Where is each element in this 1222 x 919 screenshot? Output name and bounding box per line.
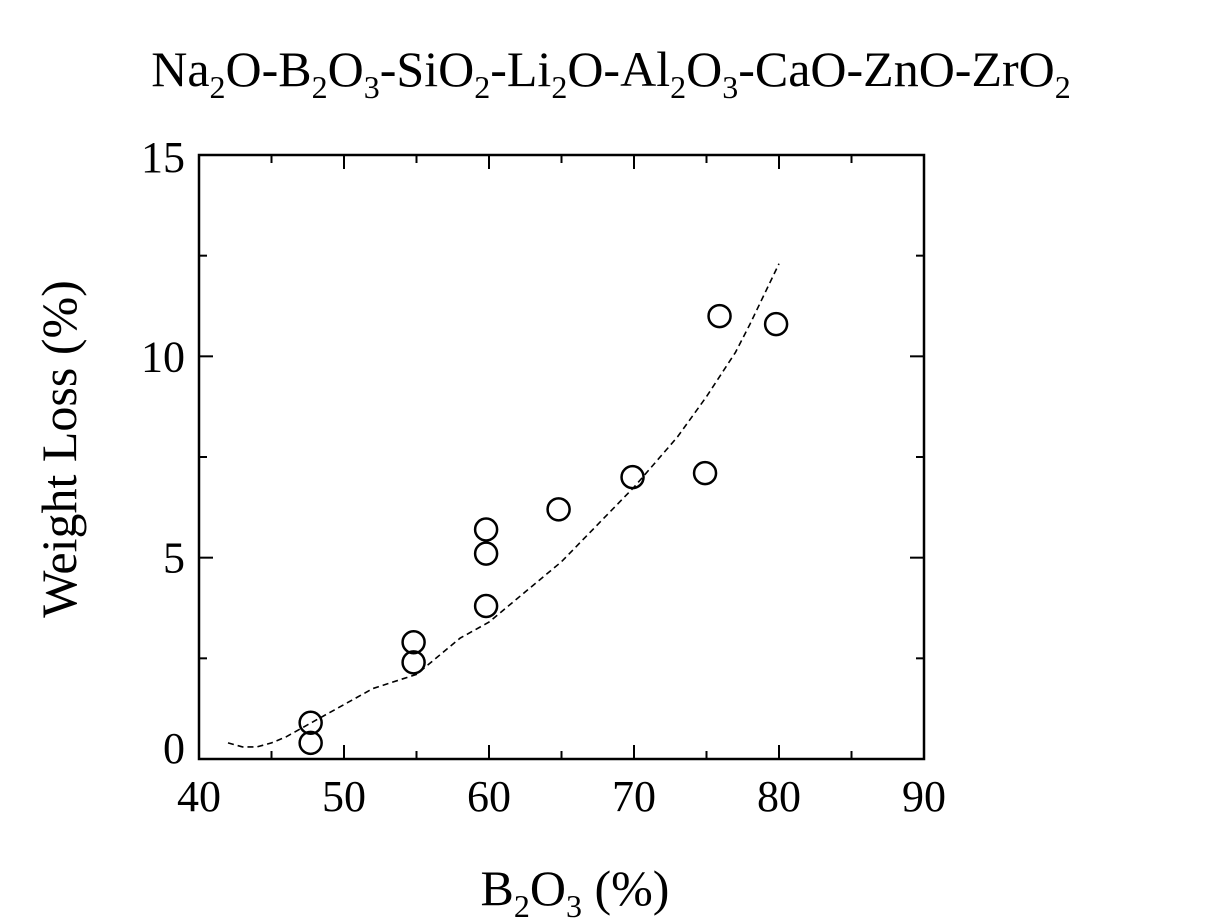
text-segment: (%): [582, 860, 669, 916]
text-segment: -SiO: [380, 41, 474, 97]
text-segment: 2: [312, 69, 328, 105]
text-segment: 2: [210, 69, 226, 105]
x-tick-label: 70: [612, 772, 656, 821]
data-point: [298, 710, 323, 736]
y-tick-label: 0: [163, 724, 185, 773]
text-segment: O: [530, 860, 566, 916]
text-segment: O-Al: [567, 41, 670, 97]
text-segment: O: [328, 41, 364, 97]
text-segment: 2: [670, 69, 686, 105]
text-segment: 2: [551, 69, 567, 105]
text-segment: 2: [474, 69, 490, 105]
x-tick-label: 60: [467, 772, 511, 821]
text-segment: 3: [566, 888, 582, 919]
chart-title: Na2O-B2O3-SiO2-Li2O-Al2O3-CaO-ZnO-ZrO2: [151, 41, 1071, 105]
data-point: [473, 593, 499, 619]
data-point: [546, 497, 571, 522]
x-tick-label: 50: [322, 772, 366, 821]
data-point: [401, 629, 426, 655]
text-segment: 2: [1055, 69, 1071, 105]
x-tick-label: 80: [757, 772, 801, 821]
text-segment: Na: [151, 41, 209, 97]
text-segment: -CaO-ZnO-ZrO: [738, 41, 1055, 97]
data-point: [473, 517, 499, 542]
text-segment: -Li: [490, 41, 551, 97]
x-tick-label: 40: [177, 772, 221, 821]
data-point: [692, 460, 718, 486]
y-axis-label: Weight Loss (%): [31, 280, 87, 618]
dashed-fit-curve: [227, 263, 780, 748]
data-point: [401, 650, 426, 675]
data-points: [298, 303, 789, 756]
data-point: [620, 464, 645, 490]
x-axis-label: B2O3 (%): [481, 860, 670, 919]
text-segment: O: [686, 41, 722, 97]
plot-frame: [197, 153, 926, 761]
x-tick-label: 90: [902, 772, 946, 821]
data-point: [298, 730, 323, 756]
text-segment: 3: [364, 69, 380, 105]
tick-labels: 40 50 60 70 80 90 0 5 10 15: [141, 133, 946, 821]
y-tick-label: 15: [141, 133, 185, 182]
text-segment: 2: [514, 888, 530, 919]
text-segment: 3: [722, 69, 738, 105]
text-segment: O-B: [226, 41, 312, 97]
text-segment: B: [481, 860, 514, 916]
y-tick-label: 10: [141, 332, 185, 381]
y-tick-label: 5: [163, 534, 185, 583]
data-point: [707, 303, 732, 329]
data-point: [763, 311, 789, 337]
data-point: [473, 541, 499, 566]
axis-ticks: [198, 154, 925, 760]
